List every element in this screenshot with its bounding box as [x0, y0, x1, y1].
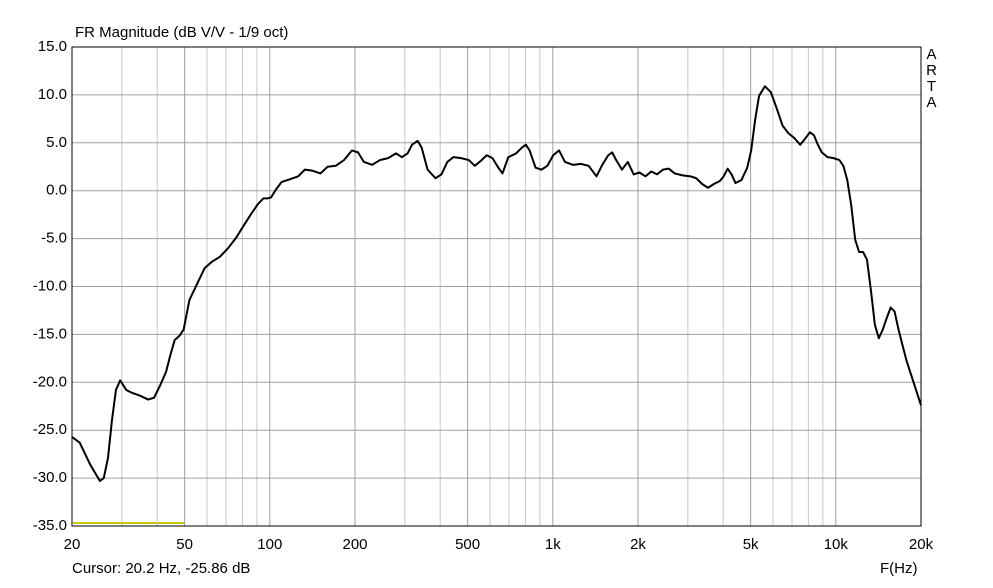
x-tick-label: 1k [545, 536, 561, 553]
cursor-readout: Cursor: 20.2 Hz, -25.86 dB [72, 560, 250, 577]
x-axis-label: F(Hz) [880, 560, 918, 577]
y-tick-label: 0.0 [46, 182, 67, 199]
x-tick-label: 5k [743, 536, 759, 553]
y-tick-label: -10.0 [33, 277, 67, 294]
x-tick-label: 500 [455, 536, 480, 553]
y-tick-label: -25.0 [33, 421, 67, 438]
x-tick-label: 20k [909, 536, 934, 553]
response-curve [71, 85, 922, 482]
x-tick-label: 20 [64, 536, 81, 553]
x-tick-label: 200 [342, 536, 367, 553]
x-tick-label: 100 [257, 536, 282, 553]
plot-frame [71, 46, 922, 527]
y-tick-label: -30.0 [33, 469, 67, 486]
y-tick-label: 5.0 [46, 134, 67, 151]
x-tick-label: 50 [176, 536, 193, 553]
y-tick-label: -35.0 [33, 517, 67, 534]
y-tick-label: 15.0 [38, 38, 67, 55]
y-tick-label: -5.0 [41, 230, 67, 247]
y-tick-label: -15.0 [33, 325, 67, 342]
brand: ARTA [923, 46, 940, 110]
chart-title: FR Magnitude (dB V/V - 1/9 oct) [75, 24, 288, 41]
y-tick-label: 10.0 [38, 86, 67, 103]
x-tick-label: 2k [630, 536, 646, 553]
x-tick-label: 10k [824, 536, 849, 553]
y-tick-label: -20.0 [33, 373, 67, 390]
